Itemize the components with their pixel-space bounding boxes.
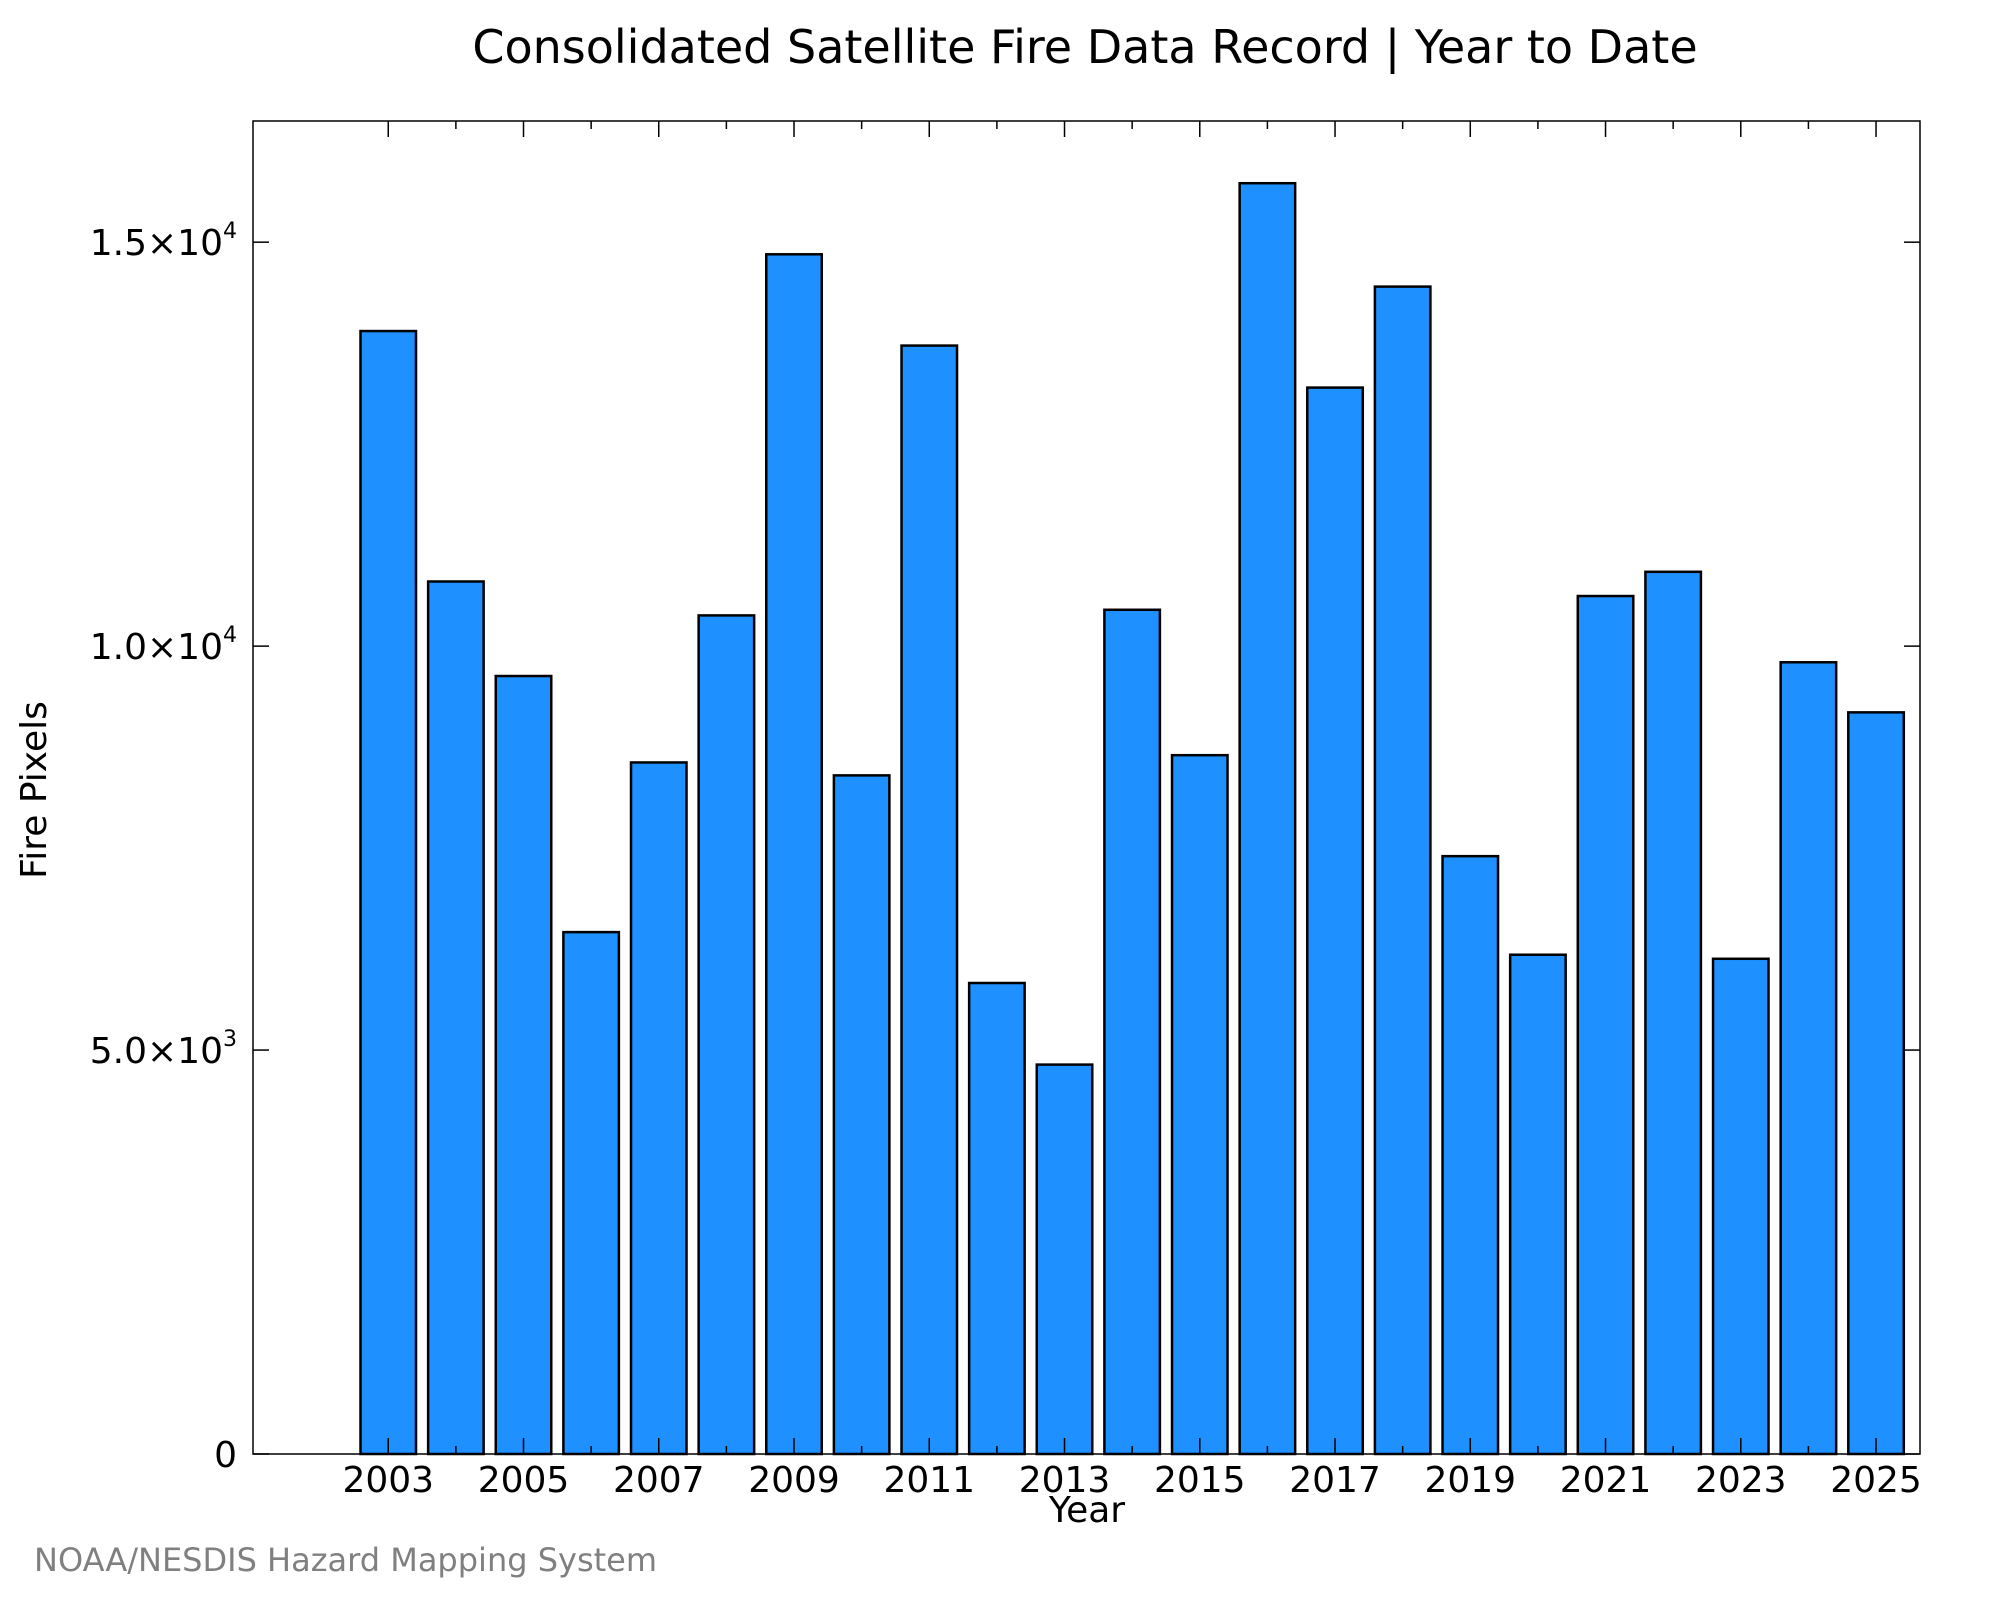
x-tick-label-2015: 2015 xyxy=(1154,1460,1246,1501)
y-tick-label: 0 xyxy=(214,1435,237,1476)
bar-2008 xyxy=(697,614,756,1456)
x-tick-label-2023: 2023 xyxy=(1695,1460,1787,1501)
bar-2013 xyxy=(1035,1063,1094,1456)
x-tick-label-2005: 2005 xyxy=(478,1460,570,1501)
bar-2022 xyxy=(1644,570,1703,1456)
y-tick-exponent: 3 xyxy=(223,1027,237,1052)
bar-2007 xyxy=(629,761,688,1456)
bar-2005 xyxy=(494,674,553,1456)
bar-2018 xyxy=(1373,285,1432,1456)
y-tick-mantissa: 5.0×10 xyxy=(90,1031,223,1072)
bar-2023 xyxy=(1711,957,1770,1456)
bar-2014 xyxy=(1103,608,1162,1456)
chart-title: Consolidated Satellite Fire Data Record … xyxy=(472,20,1697,75)
x-tick-label-2007: 2007 xyxy=(613,1460,705,1501)
x-axis-ticks: 2003 2005 2007 2009 2011 2013 2015 2017 2019 2021… xyxy=(342,121,1922,1501)
y-axis-label: Fire Pixels xyxy=(14,701,55,879)
y-tick-label: 1.0×104 xyxy=(90,623,237,668)
bar-2019 xyxy=(1441,854,1500,1456)
bar-2017 xyxy=(1306,386,1365,1456)
plot-frame xyxy=(252,120,1921,1455)
bar-2015 xyxy=(1170,753,1229,1456)
y-tick-exponent: 4 xyxy=(223,623,237,648)
x-tick-label-2019: 2019 xyxy=(1424,1460,1516,1501)
x-tick-label-2013: 2013 xyxy=(1019,1460,1111,1501)
x-tick-label-2003: 2003 xyxy=(342,1460,434,1501)
y-tick-mantissa: 0 xyxy=(214,1435,237,1476)
bar-2021 xyxy=(1576,594,1635,1456)
bar-2020 xyxy=(1508,953,1567,1456)
bar-2006 xyxy=(562,930,621,1456)
bar-2025 xyxy=(1847,711,1906,1456)
x-tick-label-2011: 2011 xyxy=(883,1460,975,1501)
bar-2011 xyxy=(900,344,959,1456)
bars xyxy=(359,181,1906,1456)
x-tick-label-2025: 2025 xyxy=(1830,1460,1922,1501)
bar-2004 xyxy=(426,580,485,1456)
y-tick-mantissa: 1.5×10 xyxy=(90,223,223,264)
bar-2024 xyxy=(1779,661,1838,1456)
bar-2003 xyxy=(359,329,418,1456)
bar-2010 xyxy=(832,774,891,1456)
bar-2012 xyxy=(967,981,1026,1456)
credit-text: NOAA/NESDIS Hazard Mapping System xyxy=(34,1541,657,1579)
x-tick-label-2017: 2017 xyxy=(1289,1460,1381,1501)
x-tick-label-2009: 2009 xyxy=(748,1460,840,1501)
y-tick-label: 5.0×103 xyxy=(90,1027,237,1072)
bar-2009 xyxy=(765,253,824,1456)
bar-2016 xyxy=(1238,181,1297,1456)
x-tick-label-2021: 2021 xyxy=(1560,1460,1652,1501)
y-tick-exponent: 4 xyxy=(223,219,237,244)
y-tick-label: 1.5×104 xyxy=(90,219,237,264)
y-tick-mantissa: 1.0×10 xyxy=(90,627,223,668)
x-axis-label: Year xyxy=(1048,1490,1125,1531)
